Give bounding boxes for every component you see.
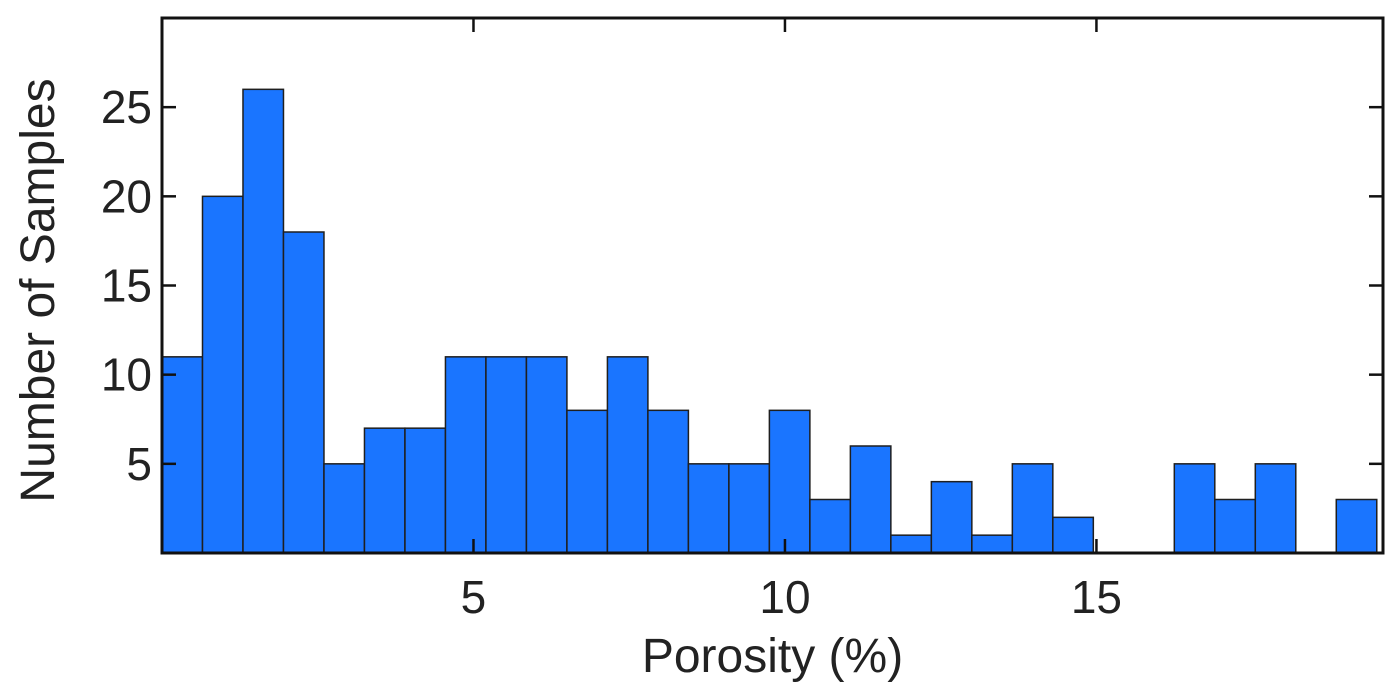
histogram-bar	[809, 498, 852, 554]
histogram-bar	[971, 534, 1014, 554]
histogram-bar	[323, 463, 366, 554]
histogram-bar	[161, 356, 204, 554]
histogram-bar	[1011, 463, 1054, 554]
histogram-bar	[768, 409, 811, 554]
y-tick-label: 25	[101, 81, 152, 133]
histogram-bar	[282, 231, 325, 554]
histogram-bar	[485, 356, 528, 554]
histogram-bar	[525, 356, 568, 554]
histogram-bar	[201, 195, 244, 554]
x-tick-label: 10	[759, 571, 810, 623]
histogram-bar	[1335, 498, 1378, 554]
histogram-bar	[566, 409, 609, 554]
y-tick-label: 20	[101, 170, 152, 222]
axis-ticks	[162, 18, 1383, 553]
histogram-bar	[647, 409, 690, 554]
x-axis-title: Porosity (%)	[642, 630, 903, 683]
histogram-bar	[728, 463, 771, 554]
histogram-bar	[890, 534, 933, 554]
x-tick-label: 5	[461, 571, 487, 623]
histogram-bar	[1173, 463, 1216, 554]
y-tick-label: 10	[101, 349, 152, 401]
y-tick-label: 5	[126, 438, 152, 490]
histogram-bar	[930, 480, 973, 554]
histogram-bar	[242, 88, 285, 554]
y-tick-label: 15	[101, 260, 152, 312]
histogram-bar	[1214, 498, 1257, 554]
histogram-bar	[606, 356, 649, 554]
histogram-bar	[687, 463, 730, 554]
histogram-bar	[404, 427, 447, 554]
histogram-bars	[161, 88, 1378, 554]
x-tick-label: 15	[1071, 571, 1122, 623]
histogram-bar	[1254, 463, 1297, 554]
axis-tick-labels: 5 10 15 5 10 15 20 25	[101, 81, 1122, 623]
histogram-bar	[444, 356, 487, 554]
histogram-bar	[849, 445, 892, 554]
histogram-bar	[1052, 516, 1095, 554]
y-axis-title: Number of Samples	[12, 78, 65, 502]
histogram-bar	[363, 427, 406, 554]
